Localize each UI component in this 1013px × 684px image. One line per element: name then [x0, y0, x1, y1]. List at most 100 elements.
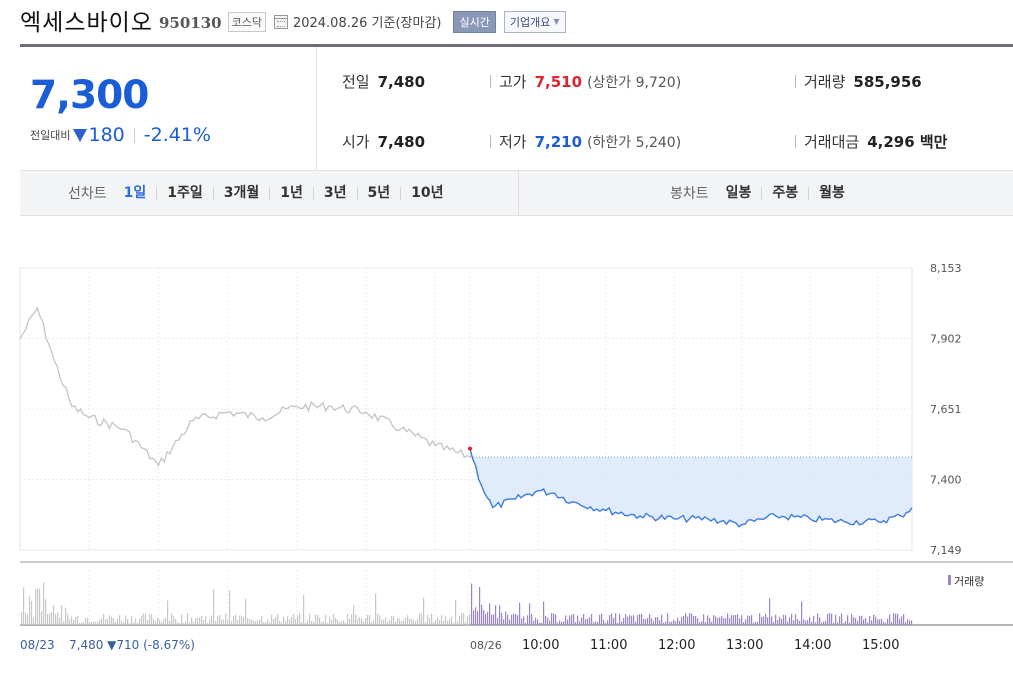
volume-bar	[399, 618, 401, 625]
company-overview-label: 기업개요	[509, 15, 551, 29]
tab-1w[interactable]: 1주일	[156, 186, 213, 200]
volume-bar	[889, 614, 891, 625]
volume-bar	[279, 620, 281, 625]
volume-bar	[59, 617, 61, 625]
volume-bar	[165, 617, 167, 625]
today-line	[469, 448, 913, 528]
volume-bar	[655, 617, 657, 625]
volume-bar	[99, 619, 101, 625]
volume-bar	[853, 617, 855, 625]
volume-bar	[777, 619, 779, 625]
volume-bar	[611, 613, 613, 625]
tab-monthly-candle[interactable]: 월봉	[808, 186, 855, 200]
volume-bar	[547, 617, 549, 625]
volume-bar	[231, 620, 233, 625]
volume-bar	[145, 613, 147, 625]
volume-bar	[433, 622, 435, 625]
current-price: 7,300	[30, 73, 149, 118]
volume-bar	[349, 618, 351, 625]
volume-bar	[263, 622, 265, 625]
volume-bar	[745, 619, 747, 625]
volume-bar	[281, 622, 283, 625]
volume-bar	[377, 613, 379, 625]
volume-bar	[401, 621, 403, 625]
volume-bar	[695, 616, 697, 625]
volume-bar	[495, 605, 497, 625]
volume-bar	[691, 613, 693, 625]
chevron-down-icon: ▼	[553, 17, 560, 26]
volume-bar	[701, 621, 703, 625]
tab-1y[interactable]: 1년	[269, 186, 313, 200]
volume-bar	[739, 618, 741, 625]
volume-bar	[207, 622, 209, 625]
realtime-button[interactable]: 실시간	[453, 10, 496, 33]
tab-10y[interactable]: 10년	[400, 186, 453, 200]
tab-weekly-candle[interactable]: 주봉	[761, 186, 808, 200]
volume-bar	[499, 605, 501, 625]
tab-1d[interactable]: 1일	[123, 184, 147, 201]
volume-bar	[379, 615, 381, 625]
market-badge: 코스닥	[227, 11, 266, 32]
volume-bar	[575, 622, 577, 625]
volume-bar	[883, 621, 885, 625]
tab-3y[interactable]: 3년	[312, 186, 357, 200]
volume-bar	[371, 622, 373, 625]
volume-bar	[781, 618, 783, 625]
volume-bar	[667, 613, 669, 625]
tab-5y[interactable]: 5년	[356, 186, 401, 200]
volume-bar	[385, 617, 387, 625]
volume-bar	[469, 614, 471, 625]
volume-bar	[563, 621, 565, 625]
tab-daily-candle[interactable]: 일봉	[725, 184, 752, 201]
tab-3m[interactable]: 3개월	[212, 186, 270, 200]
company-overview-button[interactable]: 기업개요 ▼	[503, 10, 566, 33]
volume-bar	[139, 618, 141, 625]
candle-chart-tabs: 봉차트 일봉 주봉 월봉	[670, 171, 855, 215]
volume-bar	[27, 614, 29, 625]
volume-bar	[909, 620, 911, 625]
volume-bar	[323, 621, 325, 625]
volume-bar	[603, 620, 605, 625]
volume-bar	[391, 615, 393, 625]
volume-bar	[47, 613, 49, 625]
volume-bars	[21, 582, 913, 625]
volume-bar	[865, 618, 867, 625]
x-axis: 08/23 7,480 ▼710 (-8.67%) 08/26 10:00 11:00 1…	[20, 638, 899, 653]
volume-bar	[267, 619, 269, 625]
volume-bar	[783, 614, 785, 625]
volume-bar	[537, 619, 539, 625]
volume-bar	[555, 614, 557, 625]
divider	[518, 171, 519, 215]
volume-bar	[321, 622, 323, 625]
volume-bar	[521, 618, 523, 625]
volume-bar	[37, 588, 39, 625]
volume-bar	[85, 618, 87, 625]
volume-bar	[247, 618, 249, 625]
volume-bar	[81, 621, 83, 625]
line-chart-tabs: 선차트 1일 1주일 3개월 1년 3년 5년 10년	[68, 171, 454, 215]
volume-bar	[599, 614, 601, 625]
volume-bar	[747, 615, 749, 625]
volume-bar	[601, 613, 603, 625]
volume-bar	[835, 614, 837, 625]
volume-bar	[319, 617, 321, 625]
volume-bar	[341, 621, 343, 625]
volume-bar	[123, 621, 125, 625]
volume-bar	[487, 611, 489, 625]
volume-bar	[269, 622, 271, 625]
volume-bar	[511, 614, 513, 625]
volume-bar	[103, 614, 105, 625]
candle-chart-label: 봉차트	[670, 186, 709, 202]
volume-bar	[517, 615, 519, 625]
volume-bar	[651, 618, 653, 625]
volume-bar	[757, 621, 759, 625]
volume-bar	[515, 614, 517, 625]
volume-bar	[63, 621, 65, 625]
volume-bar	[353, 605, 355, 625]
volume-bar	[65, 607, 67, 625]
volume-bar	[73, 620, 75, 625]
volume-bar	[273, 618, 275, 625]
volume-bar	[541, 622, 543, 625]
volume-bar	[439, 620, 441, 625]
volume-bar	[735, 615, 737, 625]
